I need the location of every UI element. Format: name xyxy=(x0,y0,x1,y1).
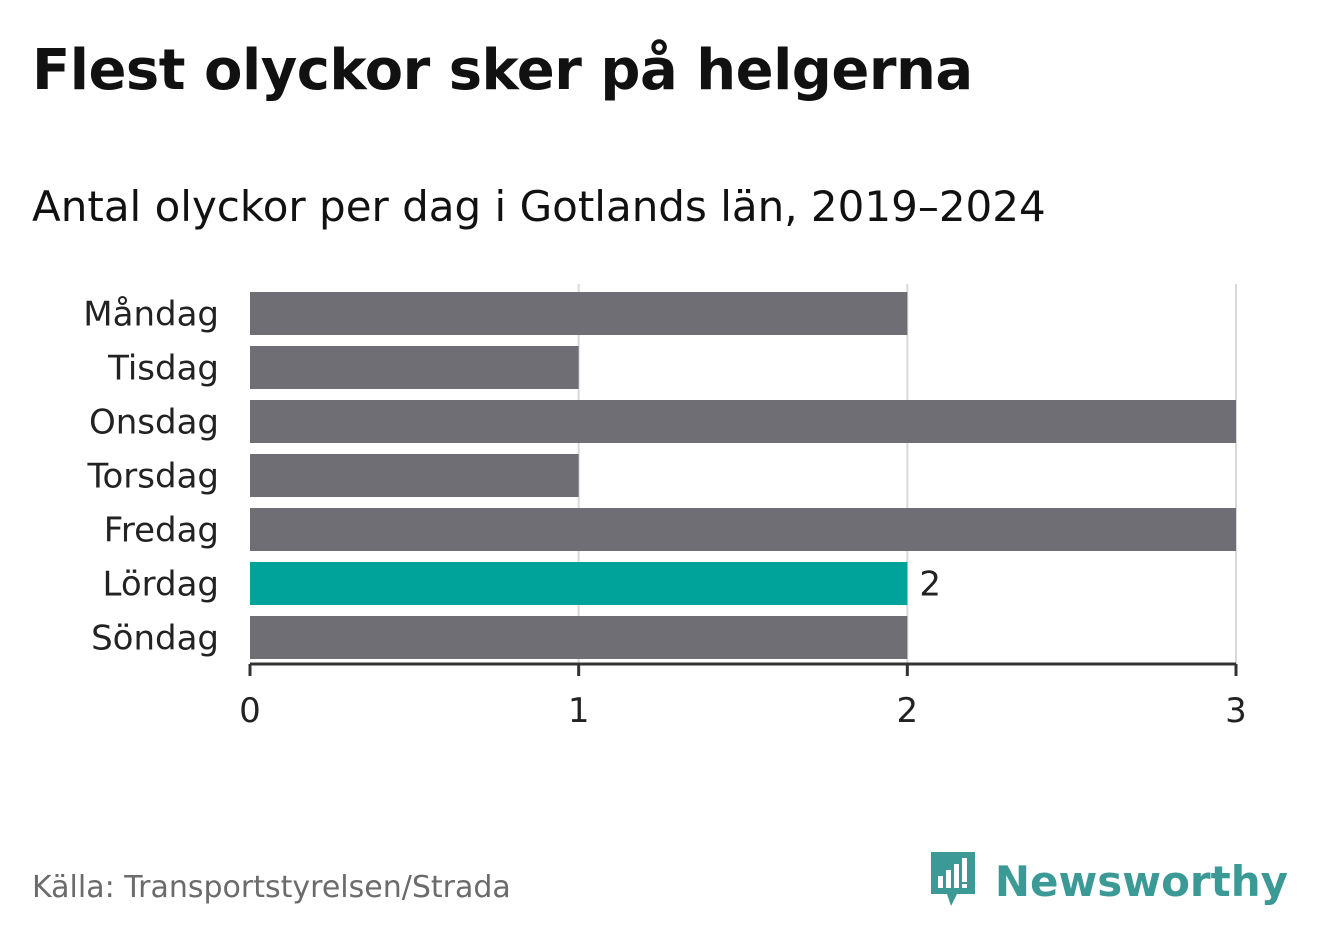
bar xyxy=(250,346,579,389)
category-label: Tisdag xyxy=(107,349,219,389)
bar xyxy=(250,292,908,335)
x-tick-label: 1 xyxy=(568,691,590,731)
bar xyxy=(250,454,579,497)
newsworthy-logo-icon xyxy=(929,850,977,912)
category-label: Söndag xyxy=(91,619,219,659)
category-label: Onsdag xyxy=(89,403,219,443)
category-label: Måndag xyxy=(83,295,219,335)
bar xyxy=(250,562,908,605)
x-tick-label: 3 xyxy=(1225,691,1247,731)
chart-subtitle: Antal olyckor per dag i Gotlands län, 20… xyxy=(32,182,1046,231)
x-tick-label: 2 xyxy=(897,691,919,731)
brand: Newsworthy xyxy=(929,850,1288,912)
bar-chart: Måndag Tisdag Onsdag Torsdag Fredag Lördag 2 Sö… xyxy=(83,284,1247,731)
bar xyxy=(250,400,1236,443)
brand-name: Newsworthy xyxy=(994,856,1288,906)
data-label: 2 xyxy=(919,565,941,605)
bar xyxy=(250,616,908,659)
category-label: Lördag xyxy=(102,565,219,605)
category-label: Fredag xyxy=(104,511,219,551)
x-tick-label: 0 xyxy=(239,691,261,731)
chart-title: Flest olyckor sker på helgerna xyxy=(32,38,973,103)
category-label: Torsdag xyxy=(87,457,219,497)
bar xyxy=(250,508,1236,551)
source-note: Källa: Transportstyrelsen/Strada xyxy=(32,870,511,905)
